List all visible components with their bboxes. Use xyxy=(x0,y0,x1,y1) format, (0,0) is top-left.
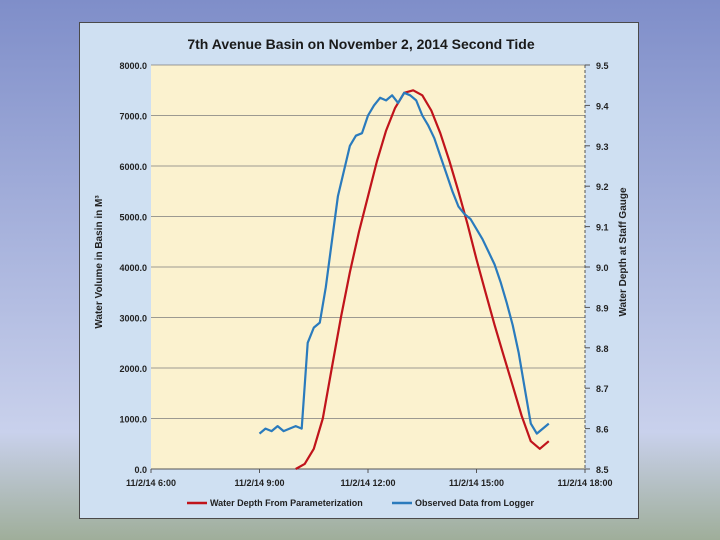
x-tick-label: 11/2/14 18:00 xyxy=(557,478,612,488)
y2-tick-label: 8.9 xyxy=(596,303,609,313)
y2-tick-label: 9.0 xyxy=(596,263,609,273)
y2-tick-label: 8.5 xyxy=(596,465,609,475)
legend: Water Depth From Parameterization Observ… xyxy=(187,498,535,508)
y2-tick-label: 9.5 xyxy=(596,61,609,71)
y-tick-label: 1000.0 xyxy=(119,415,147,425)
y2-tick-label: 8.8 xyxy=(596,344,609,354)
y-tick-label: 0.0 xyxy=(134,465,147,475)
y-tick-label: 8000.0 xyxy=(119,61,147,71)
y2-tick-label: 8.6 xyxy=(596,425,609,435)
y2-tick-label: 9.3 xyxy=(596,142,609,152)
y-tick-label: 7000.0 xyxy=(119,112,147,122)
legend-label-parameterization: Water Depth From Parameterization xyxy=(210,498,363,508)
series-line-logger xyxy=(258,91,550,435)
y-tick-label: 6000.0 xyxy=(119,162,147,172)
y-tick-label: 4000.0 xyxy=(119,263,147,273)
chart-frame: 0.0 1000.0 2000.0 3000.0 4000.0 5000.0 6000.0 7… xyxy=(79,22,639,519)
chart-title: 7th Avenue Basin on November 2, 2014 Sec… xyxy=(187,36,534,52)
x-tick-label: 11/2/14 9:00 xyxy=(234,478,284,488)
y2-axis-title: Water Depth at Staff Gauge xyxy=(618,187,629,317)
y2-tick-label: 8.7 xyxy=(596,384,609,394)
y-tick-label: 2000.0 xyxy=(119,364,147,374)
y2-tick-label: 9.2 xyxy=(596,182,609,192)
chart-svg: 0.0 1000.0 2000.0 3000.0 4000.0 5000.0 6000.0 7… xyxy=(94,36,629,508)
x-tick-label: 11/2/14 15:00 xyxy=(449,478,504,488)
series-line-parameterization xyxy=(295,89,550,470)
y2-tick-label: 9.1 xyxy=(596,223,609,233)
x-tick-label: 11/2/14 12:00 xyxy=(340,478,395,488)
legend-label-logger: Observed Data from Logger xyxy=(415,498,535,508)
x-tick-label: 11/2/14 6:00 xyxy=(126,478,176,488)
y-axis-title: Water Volume in Basin in M³ xyxy=(94,195,105,329)
y-tick-label: 5000.0 xyxy=(119,213,147,223)
y2-tick-label: 9.4 xyxy=(596,101,609,111)
y-tick-label: 3000.0 xyxy=(119,314,147,324)
